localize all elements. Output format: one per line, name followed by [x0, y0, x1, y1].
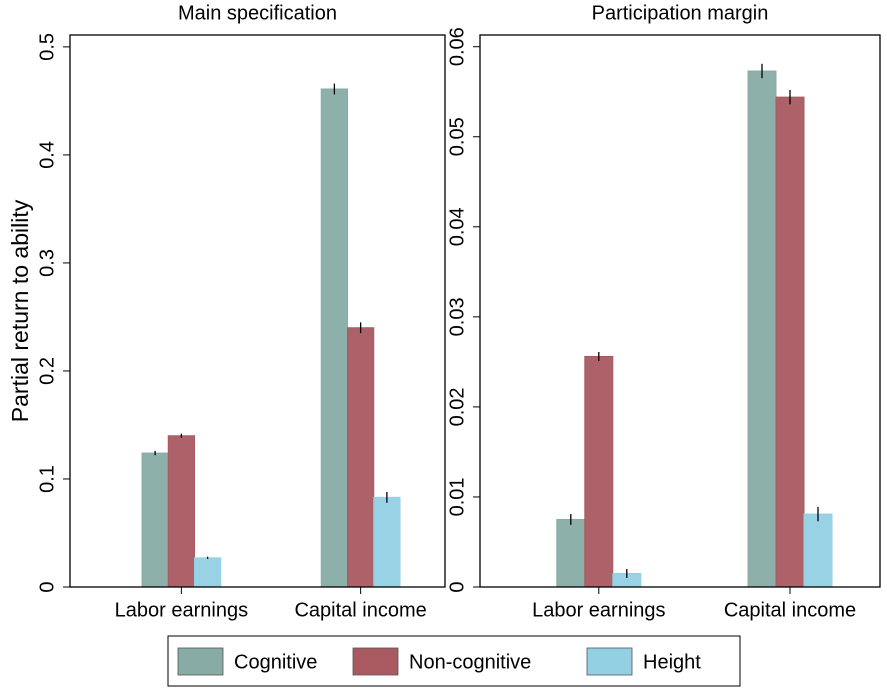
y-tick-label: 0 [36, 581, 58, 592]
y-tick-label: 0.02 [446, 387, 468, 426]
bar: Cognitive [556, 518, 586, 588]
bar: Non-cognitive [584, 355, 614, 588]
y-tick-label: 0.5 [36, 33, 58, 61]
y-tick-label: 0.1 [36, 465, 58, 493]
chart-title: Main specification [178, 2, 337, 24]
bar [194, 557, 222, 588]
chart-title: Participation margin [592, 2, 769, 24]
bar [373, 496, 401, 588]
legend-box [167, 635, 741, 687]
y-tick-label: 0.04 [446, 207, 468, 246]
y-axis-label: Partial return to ability [7, 199, 33, 422]
bar: Cognitive [747, 70, 777, 588]
legend-label: Non-cognitive [409, 651, 531, 673]
y-tick-label: 0.03 [446, 297, 468, 336]
bar: Height [803, 513, 833, 588]
y-tick-label: 0.3 [36, 249, 58, 277]
bar [320, 88, 348, 588]
legend-swatch [177, 647, 224, 676]
legend-swatch [586, 647, 633, 676]
legend-swatch [352, 647, 399, 676]
y-tick-label: 0.2 [36, 357, 58, 385]
x-tick-label: Capital income [294, 599, 426, 621]
bar [347, 327, 375, 588]
y-tick-label: 0.01 [446, 477, 468, 516]
bar [167, 435, 195, 588]
bar: Non-cognitive [775, 96, 805, 588]
y-tick-label: 0.05 [446, 117, 468, 156]
y-tick-label: 0.06 [446, 27, 468, 66]
bar [141, 452, 169, 588]
x-tick-label: Labor earnings [532, 599, 665, 621]
y-tick-label: 0 [446, 581, 468, 592]
legend-label: Height [643, 651, 701, 673]
legend-label: Cognitive [234, 651, 317, 673]
plot-frame [69, 34, 446, 588]
plot-frame [479, 34, 881, 588]
x-tick-label: Capital income [724, 599, 856, 621]
y-tick-label: 0.4 [36, 141, 58, 169]
x-tick-label: Labor earnings [115, 599, 248, 621]
